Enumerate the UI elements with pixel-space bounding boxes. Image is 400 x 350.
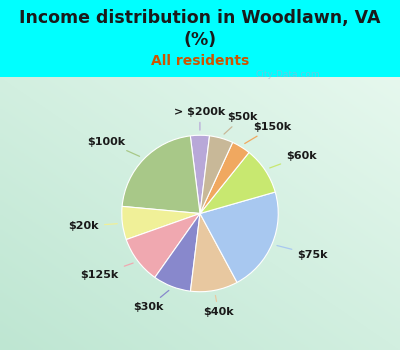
Wedge shape bbox=[190, 135, 210, 214]
Wedge shape bbox=[200, 153, 275, 214]
Wedge shape bbox=[122, 136, 200, 214]
Text: City-Data.com: City-Data.com bbox=[256, 70, 320, 79]
Text: $150k: $150k bbox=[245, 122, 292, 144]
Text: Income distribution in Woodlawn, VA
(%): Income distribution in Woodlawn, VA (%) bbox=[19, 9, 381, 49]
Text: $50k: $50k bbox=[224, 112, 258, 134]
Text: $20k: $20k bbox=[68, 221, 117, 231]
Text: $75k: $75k bbox=[277, 245, 328, 260]
Text: $125k: $125k bbox=[81, 263, 133, 280]
Text: $30k: $30k bbox=[134, 290, 169, 312]
Wedge shape bbox=[200, 192, 278, 282]
Text: > $200k: > $200k bbox=[174, 107, 226, 130]
Wedge shape bbox=[200, 136, 233, 214]
Wedge shape bbox=[126, 214, 200, 278]
Wedge shape bbox=[122, 206, 200, 240]
Wedge shape bbox=[190, 214, 237, 292]
Wedge shape bbox=[155, 214, 200, 291]
Text: $100k: $100k bbox=[88, 137, 140, 156]
Text: $40k: $40k bbox=[203, 295, 234, 317]
Wedge shape bbox=[200, 142, 249, 214]
Text: $60k: $60k bbox=[270, 151, 317, 168]
Text: All residents: All residents bbox=[151, 54, 249, 68]
